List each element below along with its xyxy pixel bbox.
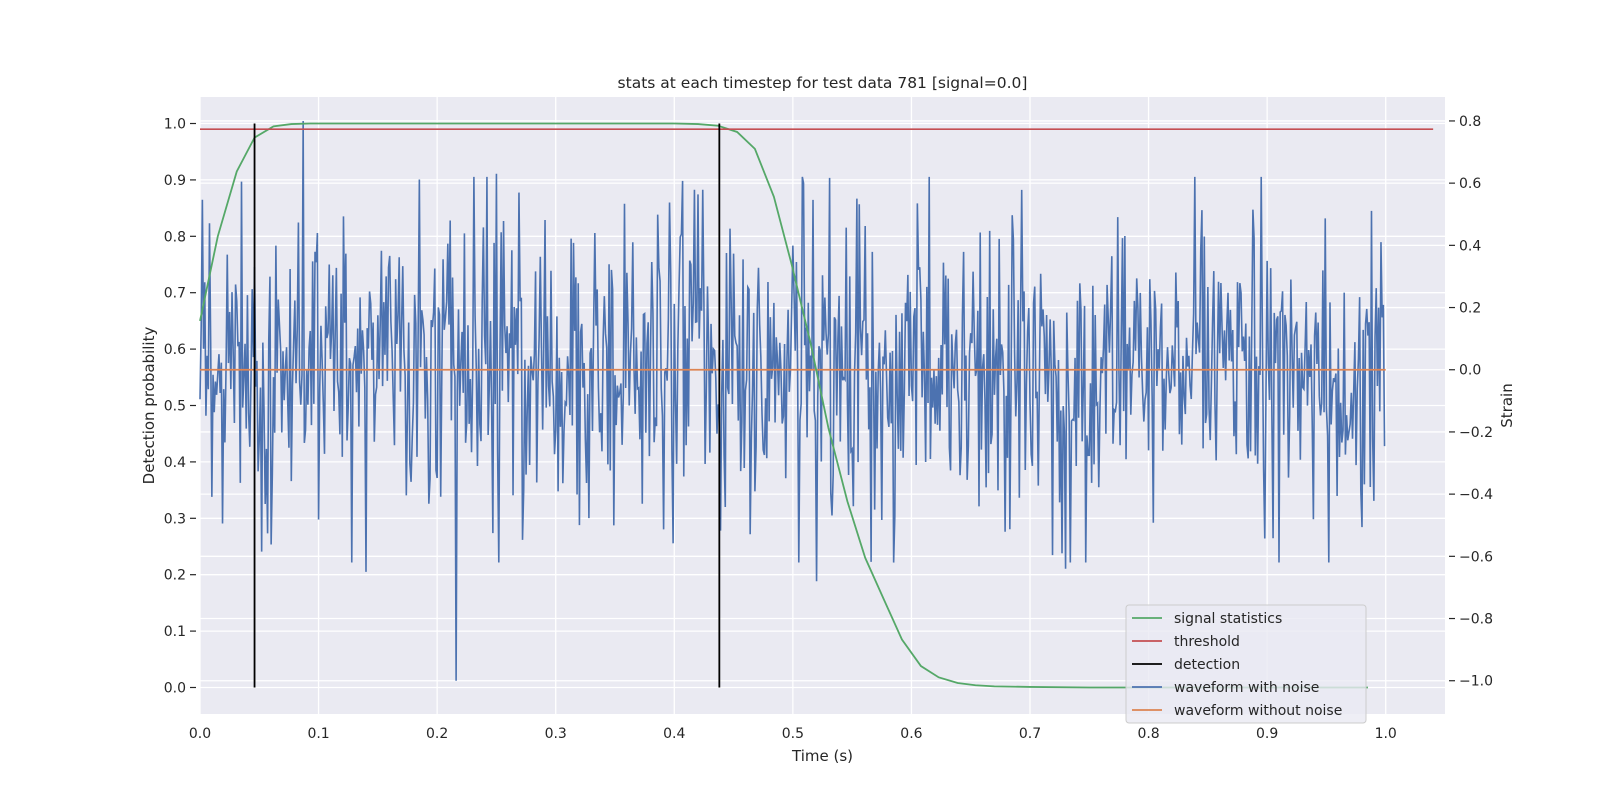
x-tick-label: 0.9 — [1256, 726, 1278, 742]
x-tick-label: 0.4 — [663, 726, 685, 742]
legend-entry-signal-statistics: signal statistics — [1132, 611, 1282, 627]
y-tick-label: 1.0 — [164, 117, 186, 133]
y2-tick-label: 0.8 — [1459, 114, 1481, 130]
y-tick-label: 0.2 — [164, 568, 186, 584]
x-tick-label: 0.5 — [782, 726, 804, 742]
legend-label-detection: detection — [1174, 657, 1240, 673]
x-tick-label: 0.2 — [426, 726, 448, 742]
x-tick-label: 0.0 — [189, 726, 211, 742]
y-axis-label: Detection probability — [140, 327, 158, 485]
y-tick-label: 0.9 — [164, 173, 186, 189]
legend-label-threshold: threshold — [1174, 634, 1240, 650]
legend-entry-detection: detection — [1132, 657, 1240, 673]
legend-entry-threshold: threshold — [1132, 634, 1240, 650]
legend: signal statistics threshold detection wa… — [1125, 604, 1367, 724]
legend-label-waveform-with-noise: waveform with noise — [1174, 680, 1319, 696]
y-tick-label: 0.7 — [164, 286, 186, 302]
y-tick-label: 0.8 — [164, 229, 186, 245]
chart-title: stats at each timestep for test data 781… — [618, 74, 1028, 92]
legend-label-signal-statistics: signal statistics — [1174, 611, 1282, 627]
signal-statistics-line — [199, 122, 1368, 689]
y2-tick-label: 0.0 — [1459, 363, 1481, 379]
y2-tick-label: 0.6 — [1459, 176, 1481, 192]
y2-tick-label: −1.0 — [1459, 674, 1493, 690]
y-tick-label: 0.5 — [164, 399, 186, 415]
x-axis-label: Time (s) — [791, 747, 853, 765]
legend-box — [1125, 604, 1367, 724]
y-tick-label: 0.3 — [164, 511, 186, 527]
y2-tick-label: −0.8 — [1459, 612, 1493, 628]
legend-label-waveform-without-noise: waveform without noise — [1174, 703, 1342, 719]
x-tick-label: 0.8 — [1137, 726, 1159, 742]
x-tick-label: 0.1 — [307, 726, 329, 742]
y-tick-label: 0.1 — [164, 624, 186, 640]
y-tick-label: 0.0 — [164, 680, 186, 696]
legend-entry-waveform-without-noise: waveform without noise — [1132, 703, 1342, 719]
tick-layer: 0.0 0.1 0.2 0.3 0.4 0.5 0.6 0.7 0.8 0.9 1.0 0.0 0.1 0… — [164, 114, 1493, 742]
legend-entry-waveform-with-noise: waveform with noise — [1132, 680, 1319, 696]
waveform-with-noise-line — [199, 120, 1386, 681]
y-tick-label: 0.4 — [164, 455, 186, 471]
x-tick-label: 1.0 — [1375, 726, 1397, 742]
series-layer — [199, 120, 1434, 689]
y2-tick-label: −0.2 — [1459, 425, 1493, 441]
x-tick-label: 0.3 — [545, 726, 567, 742]
y2-tick-label: −0.4 — [1459, 487, 1493, 503]
y2-tick-label: 0.4 — [1459, 238, 1481, 254]
y-tick-label: 0.6 — [164, 342, 186, 358]
y2-axis-label: Strain — [1498, 383, 1516, 427]
x-tick-label: 0.7 — [1019, 726, 1041, 742]
x-tick-label: 0.6 — [900, 726, 922, 742]
y2-tick-label: −0.6 — [1459, 549, 1493, 565]
y2-tick-label: 0.2 — [1459, 301, 1481, 317]
